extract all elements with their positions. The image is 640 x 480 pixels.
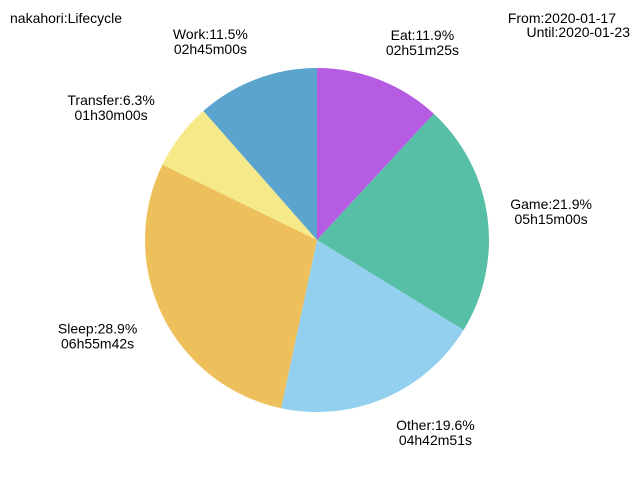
pie-slice-eat xyxy=(317,68,434,240)
slice-percent-label: Other:19.6% xyxy=(396,417,475,433)
until-date: Until:2020-01-23 xyxy=(526,24,630,40)
pie-slice-game xyxy=(317,113,490,331)
slice-label-eat: Eat:11.9% 02h51m25s xyxy=(386,27,459,58)
chart-title: nakahori:Lifecycle xyxy=(10,10,123,26)
slice-percent-label: Game:21.9% xyxy=(510,196,592,212)
slice-percent-label: Sleep:28.9% xyxy=(58,321,137,337)
slice-duration-label: 02h45m00s xyxy=(174,41,247,57)
slice-duration-label: 06h55m42s xyxy=(61,336,134,352)
pie-slice-sleep xyxy=(145,164,317,409)
slice-percent-label: Eat:11.9% xyxy=(391,27,455,43)
slice-percent-label: Work:11.5% xyxy=(173,26,248,42)
pie-slice-work xyxy=(203,68,317,240)
slice-label-transfer: Transfer:6.3% 01h30m00s xyxy=(67,92,154,123)
slice-duration-label: 01h30m00s xyxy=(75,107,148,123)
slice-duration-label: 05h15m00s xyxy=(515,211,588,227)
pie-slice-transfer xyxy=(162,110,317,241)
slice-duration-label: 04h42m51s xyxy=(399,432,472,448)
slice-label-game: Game:21.9% 05h15m00s xyxy=(510,196,592,227)
slice-label-sleep: Sleep:28.9% 06h55m42s xyxy=(58,321,137,352)
slice-label-other: Other:19.6% 04h42m51s xyxy=(396,417,475,448)
slice-duration-label: 02h51m25s xyxy=(386,42,459,58)
pie-slice-other xyxy=(281,240,464,412)
slice-percent-label: Transfer:6.3% xyxy=(67,92,154,108)
slice-label-work: Work:11.5% 02h45m00s xyxy=(173,26,248,57)
from-date: From:2020-01-17 xyxy=(507,10,616,26)
